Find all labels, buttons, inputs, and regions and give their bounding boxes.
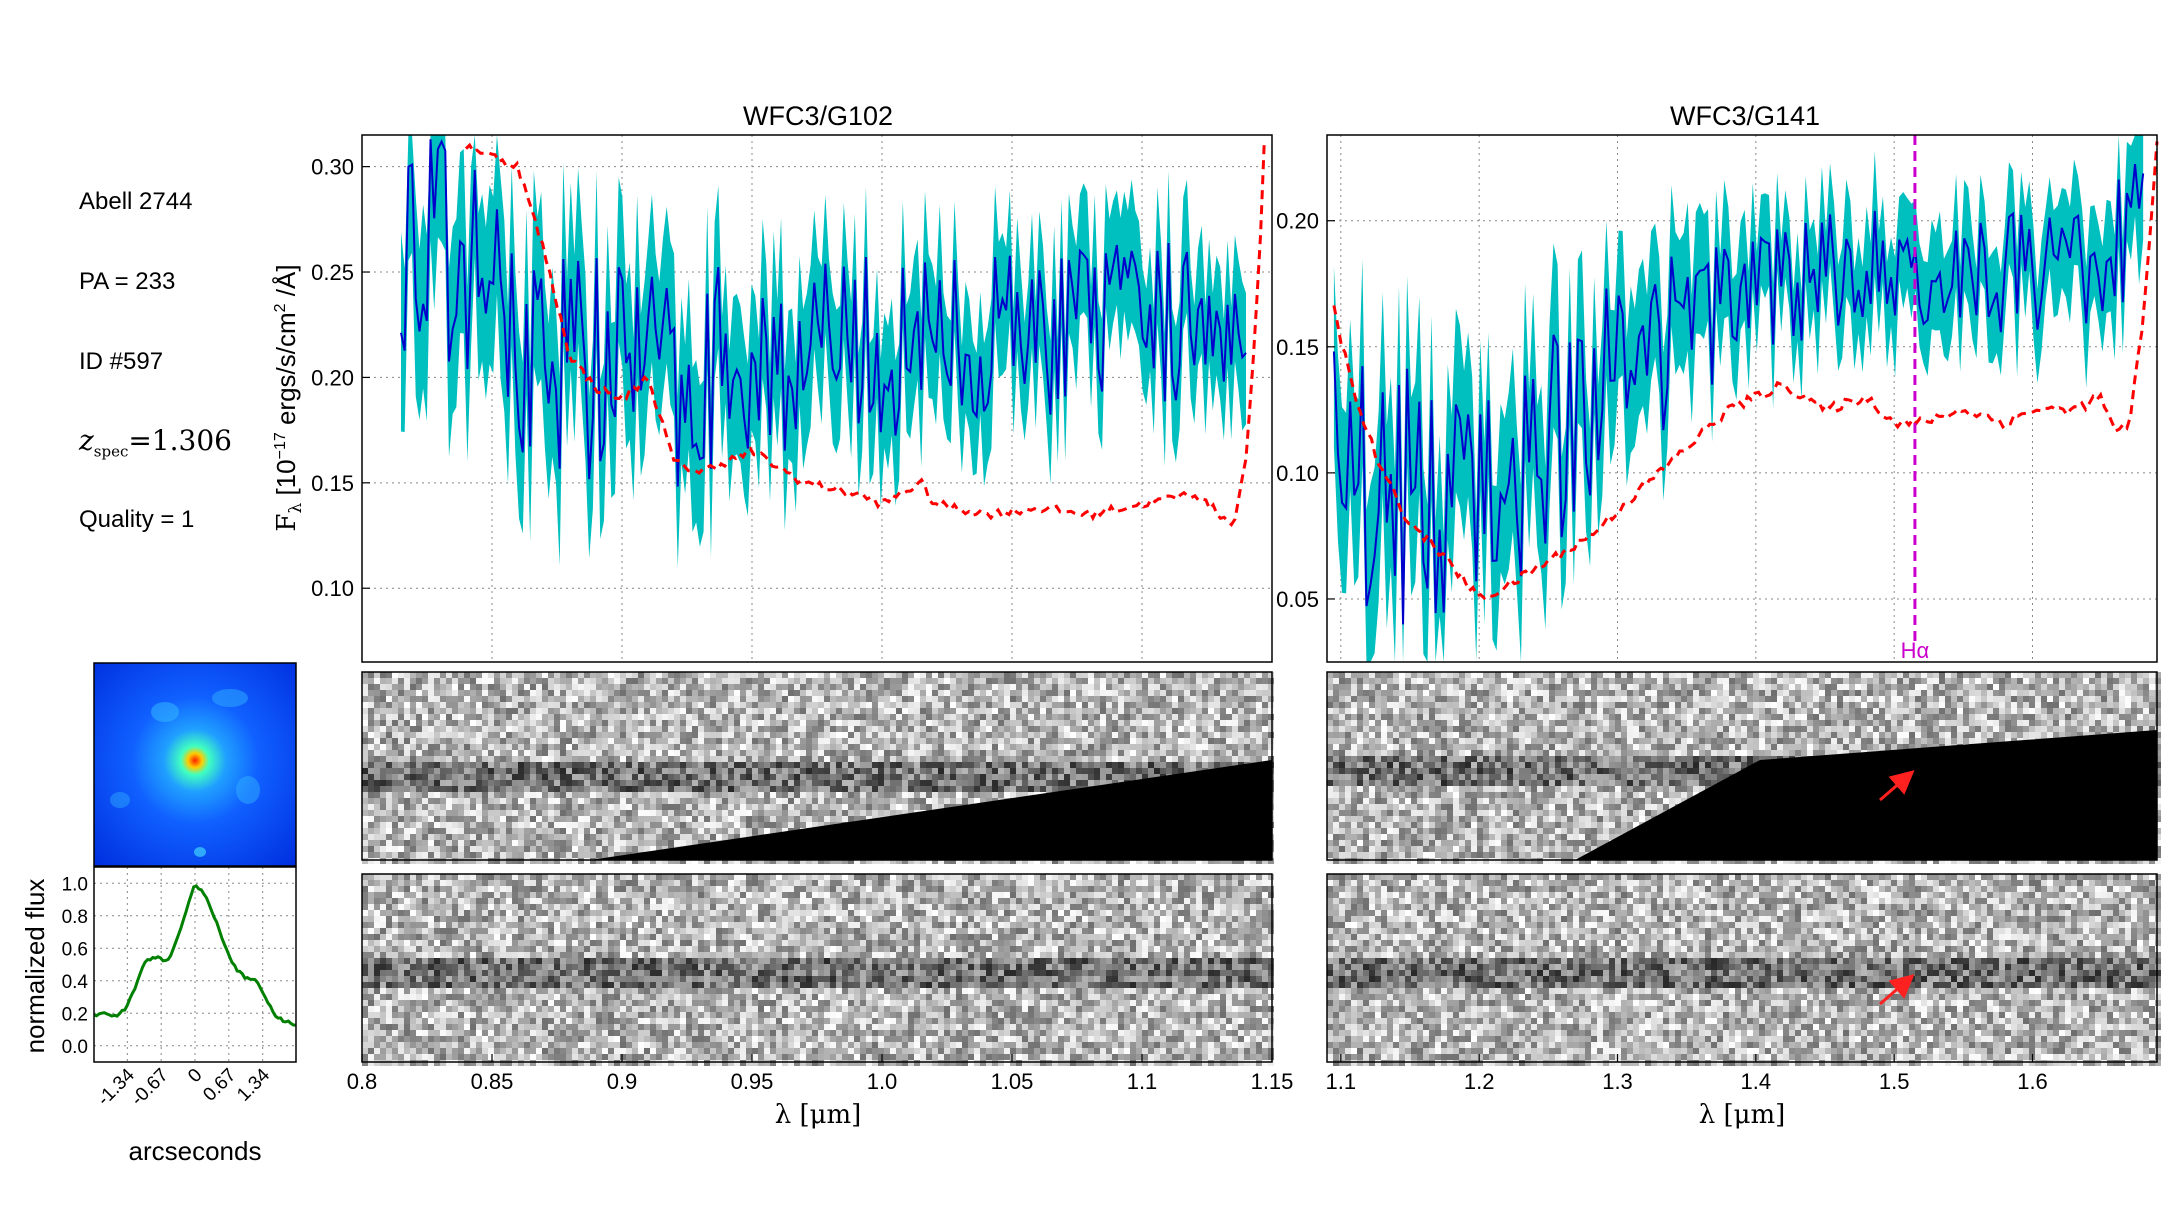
y-tick-label: 0.25 <box>311 260 354 285</box>
y-tick-label: 0.2 <box>62 1004 88 1025</box>
profile-grid <box>94 867 296 1062</box>
g102-xlabel: λ [μm] <box>775 1100 862 1130</box>
x-tick-label: 1.4 <box>1741 1069 1772 1094</box>
y-tick-label: 0.30 <box>311 155 354 180</box>
y-tick-label: 0.6 <box>62 939 88 960</box>
g141-xlabel: λ [μm] <box>1699 1100 1786 1130</box>
y-tick-label: 0.4 <box>62 972 89 993</box>
y-tick-label: 0.15 <box>311 471 354 496</box>
x-tick-label: 0.67 <box>199 1065 240 1106</box>
error-band-area <box>1334 135 2143 662</box>
y-tick-label: 0.0 <box>62 1037 88 1058</box>
y-tick-label: 0.8 <box>62 907 88 928</box>
y-tick-label: 0.10 <box>1276 461 1319 486</box>
g141-title: WFC3/G141 <box>1670 101 1820 131</box>
flux-axis-label: Fλ [10−17 ergs/s/cm2 /Å] <box>271 264 306 531</box>
profile-series <box>94 886 296 1025</box>
x-tick-label: 1.6 <box>2017 1069 2048 1094</box>
y-tick-label: 0.15 <box>1276 335 1319 360</box>
x-tick-label: 0 <box>184 1065 206 1087</box>
galaxy-thumbnail <box>94 663 296 866</box>
g141-y-ticks: 0.05 0.10 0.15 0.20 <box>1276 209 1335 612</box>
x-tick-label: 1.1 <box>1326 1069 1357 1094</box>
x-tick-label: 1.1 <box>1127 1069 1158 1094</box>
x-tick-label: 1.05 <box>991 1069 1034 1094</box>
profile-line <box>94 886 296 1025</box>
g102-y-ticks: 0.10 0.15 0.20 0.25 0.30 <box>311 155 370 602</box>
g141-2d-spectrum-bottom <box>1327 874 2161 1066</box>
halpha-label: Hα <box>1901 638 1930 663</box>
g141-spectrum-chart: WFC3/G141 Hα 0.05 0.10 0.15 0.20 <box>1276 101 2157 663</box>
spatial-profile-chart: 0.0 0.2 0.4 0.6 0.8 1.0 -1.34-0.67 00.671.34 <box>62 867 296 1110</box>
g102-2d-spectrum-top <box>362 672 1274 864</box>
x-tick-label: 1.15 <box>1251 1069 1294 1094</box>
spectrum-2d-noise <box>362 874 1274 1066</box>
g141-2d-spectrum-top <box>1327 672 2161 864</box>
x-tick-label: -0.67 <box>127 1065 172 1110</box>
x-tick-label: 0.8 <box>347 1069 378 1094</box>
g102-2d-spectrum-bottom <box>362 874 1274 1066</box>
g102-title: WFC3/G102 <box>743 101 893 131</box>
x-tick-label: 0.85 <box>471 1069 514 1094</box>
y-tick-label: 0.20 <box>1276 209 1319 234</box>
y-tick-label: 0.20 <box>311 365 354 390</box>
x-tick-label: 1.5 <box>1879 1069 1910 1094</box>
profile-xlabel: arcseconds <box>129 1136 262 1166</box>
x-tick-label: 1.0 <box>867 1069 898 1094</box>
y-tick-label: 1.0 <box>62 874 88 895</box>
x-tick-label: 0.95 <box>731 1069 774 1094</box>
x-tick-label: 1.3 <box>1602 1069 1633 1094</box>
profile-ylabel: normalized flux <box>20 879 50 1054</box>
y-tick-label: 0.10 <box>311 576 354 601</box>
x-tick-label: 1.2 <box>1464 1069 1495 1094</box>
spectrum-2d-noise <box>1327 874 2161 1066</box>
g141-error-band <box>1334 135 2143 662</box>
x-tick-label: 1.34 <box>233 1064 274 1105</box>
x-tick-label: -1.34 <box>93 1064 139 1110</box>
x-tick-label: 0.9 <box>607 1069 638 1094</box>
y-tick-label: 0.05 <box>1276 587 1319 612</box>
g102-spectrum-chart: WFC3/G102 0.10 0.15 0.20 0.25 0.30 Fλ [10−17… <box>271 101 1272 662</box>
